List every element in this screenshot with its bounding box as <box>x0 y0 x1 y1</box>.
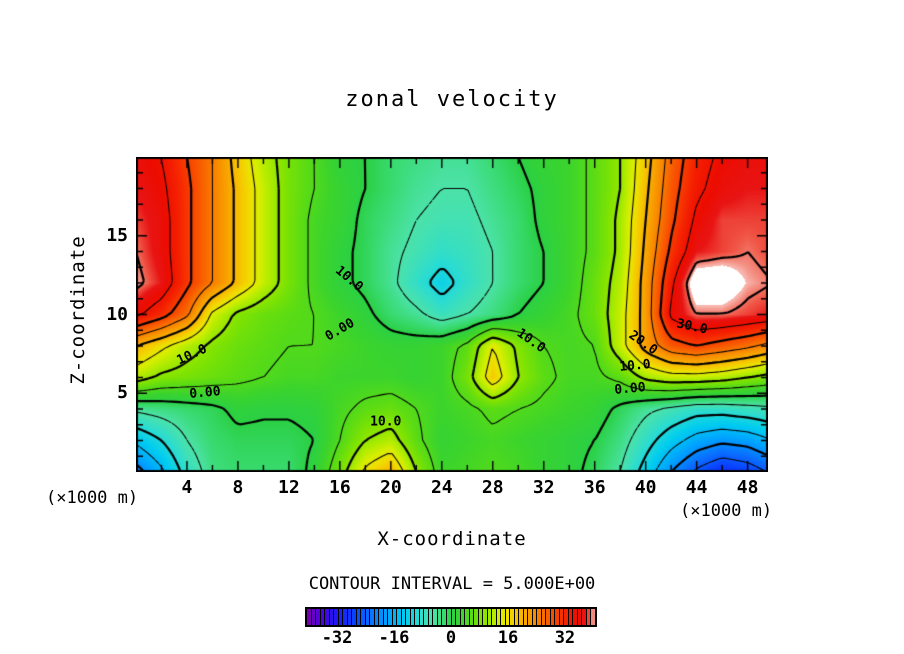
colorbar-cell <box>519 609 523 625</box>
colorbar-cell <box>460 609 465 625</box>
colorbar-cell <box>338 609 343 625</box>
colorbar-tick-label: 16 <box>497 628 519 648</box>
colorbar-cell <box>501 609 505 625</box>
colorbar-cell <box>532 609 537 625</box>
colorbar-cell <box>311 609 316 625</box>
colorbar-cell <box>586 609 591 625</box>
plot-title: zonal velocity <box>345 87 559 112</box>
colorbar-cell <box>451 609 456 625</box>
colorbar-cell <box>433 609 437 625</box>
colorbar-cell <box>401 609 406 625</box>
colorbar-cell <box>541 609 546 625</box>
colorbar-cell <box>591 609 595 625</box>
colorbar-cell <box>356 609 361 625</box>
colorbar-cell <box>446 609 451 625</box>
colorbar-cell <box>334 609 338 625</box>
colorbar-cell <box>546 609 550 625</box>
x-tick-label: 4 <box>181 477 193 498</box>
colorbar-cell <box>424 609 428 625</box>
colorbar-cell <box>465 609 469 625</box>
colorbar-cell <box>478 609 483 625</box>
x-axis-unit-label-right: (×1000 m) <box>680 501 773 521</box>
colorbar-cell <box>352 609 356 625</box>
colorbar-cell <box>325 609 329 625</box>
colorbar-tick-label: 32 <box>554 628 576 648</box>
colorbar-tick-label: 0 <box>445 628 457 648</box>
colorbar-cell <box>442 609 446 625</box>
colorbar-cell <box>365 609 370 625</box>
colorbar-cell <box>528 609 532 625</box>
colorbar-cell <box>419 609 424 625</box>
colorbar-tick-label: -16 <box>378 628 410 648</box>
x-tick-label: 32 <box>532 477 555 498</box>
y-tick-label: 15 <box>106 224 128 246</box>
colorbar-cell <box>523 609 528 625</box>
colorbar-cell <box>577 609 582 625</box>
contour-interval-note: CONTOUR INTERVAL = 5.000E+00 <box>308 574 596 594</box>
colorbar-cell <box>307 609 311 625</box>
colorbar-cell <box>496 609 501 625</box>
colorbar-cell <box>550 609 555 625</box>
colorbar-cell <box>483 609 487 625</box>
colorbar-cell <box>379 609 383 625</box>
colorbar-cell <box>573 609 577 625</box>
colorbar-cell <box>406 609 410 625</box>
colorbar-cell <box>505 609 510 625</box>
colorbar-cell <box>555 609 559 625</box>
colorbar-cell <box>415 609 419 625</box>
colorbar-cell <box>487 609 492 625</box>
colorbar-cell <box>329 609 334 625</box>
x-tick-label: 20 <box>379 477 402 498</box>
colorbar-cell <box>474 609 478 625</box>
colorbar-cell <box>492 609 496 625</box>
y-axis-label: Z-coordinate <box>67 235 89 385</box>
x-tick-label: 24 <box>430 477 453 498</box>
x-tick-label: 40 <box>634 477 657 498</box>
colorbar-cell <box>428 609 433 625</box>
colorbar-tick-label: -32 <box>321 628 353 648</box>
colorbar-cell <box>316 609 320 625</box>
colorbar-cell <box>361 609 365 625</box>
colorbar-cell <box>397 609 401 625</box>
colorbar-cell <box>392 609 397 625</box>
colorbar <box>305 607 597 627</box>
colorbar-cell <box>347 609 352 625</box>
colorbar-cell <box>559 609 564 625</box>
colorbar-cell <box>343 609 347 625</box>
colorbar-cell <box>537 609 541 625</box>
contour-plot-canvas <box>136 157 768 472</box>
x-tick-label: 28 <box>481 477 504 498</box>
x-tick-label: 48 <box>736 477 759 498</box>
colorbar-cell <box>437 609 442 625</box>
colorbar-cell <box>456 609 460 625</box>
x-tick-label: 16 <box>329 477 351 498</box>
colorbar-cell <box>568 609 573 625</box>
colorbar-cell <box>320 609 325 625</box>
colorbar-cell <box>510 609 514 625</box>
x-axis-label: X-coordinate <box>377 528 527 550</box>
colorbar-cell <box>374 609 379 625</box>
colorbar-cell <box>388 609 392 625</box>
colorbar-cell <box>410 609 415 625</box>
x-axis-unit-label-left: (×1000 m) <box>46 488 139 508</box>
colorbar-cell <box>514 609 519 625</box>
x-tick-label: 44 <box>685 477 708 498</box>
colorbar-cell <box>370 609 374 625</box>
colorbar-cell <box>469 609 474 625</box>
x-tick-label: 8 <box>232 477 244 498</box>
y-tick-label: 5 <box>117 382 128 404</box>
x-tick-label: 36 <box>583 477 606 498</box>
colorbar-cell <box>564 609 568 625</box>
colorbar-cell <box>383 609 388 625</box>
colorbar-cell <box>582 609 586 625</box>
y-tick-label: 10 <box>106 303 128 325</box>
x-tick-label: 12 <box>278 477 300 498</box>
